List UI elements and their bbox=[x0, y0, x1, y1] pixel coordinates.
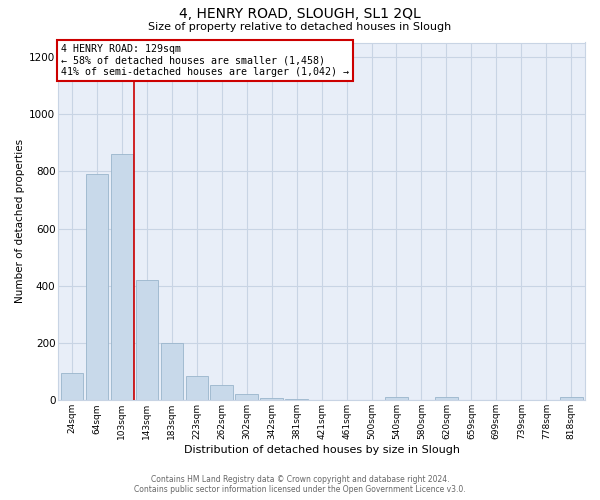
Bar bbox=[185, 376, 208, 400]
Text: Contains HM Land Registry data © Crown copyright and database right 2024.
Contai: Contains HM Land Registry data © Crown c… bbox=[134, 474, 466, 494]
Text: 4, HENRY ROAD, SLOUGH, SL1 2QL: 4, HENRY ROAD, SLOUGH, SL1 2QL bbox=[179, 8, 421, 22]
Bar bbox=[136, 280, 158, 400]
Bar bbox=[110, 154, 133, 400]
Bar bbox=[161, 343, 183, 400]
Y-axis label: Number of detached properties: Number of detached properties bbox=[15, 140, 25, 304]
X-axis label: Distribution of detached houses by size in Slough: Distribution of detached houses by size … bbox=[184, 445, 460, 455]
Bar bbox=[385, 397, 408, 400]
Bar bbox=[211, 386, 233, 400]
Bar bbox=[61, 373, 83, 400]
Bar bbox=[86, 174, 108, 400]
Bar bbox=[560, 398, 583, 400]
Text: Size of property relative to detached houses in Slough: Size of property relative to detached ho… bbox=[148, 22, 452, 32]
Text: 4 HENRY ROAD: 129sqm
← 58% of detached houses are smaller (1,458)
41% of semi-de: 4 HENRY ROAD: 129sqm ← 58% of detached h… bbox=[61, 44, 349, 78]
Bar bbox=[260, 398, 283, 400]
Bar bbox=[235, 394, 258, 400]
Bar bbox=[435, 398, 458, 400]
